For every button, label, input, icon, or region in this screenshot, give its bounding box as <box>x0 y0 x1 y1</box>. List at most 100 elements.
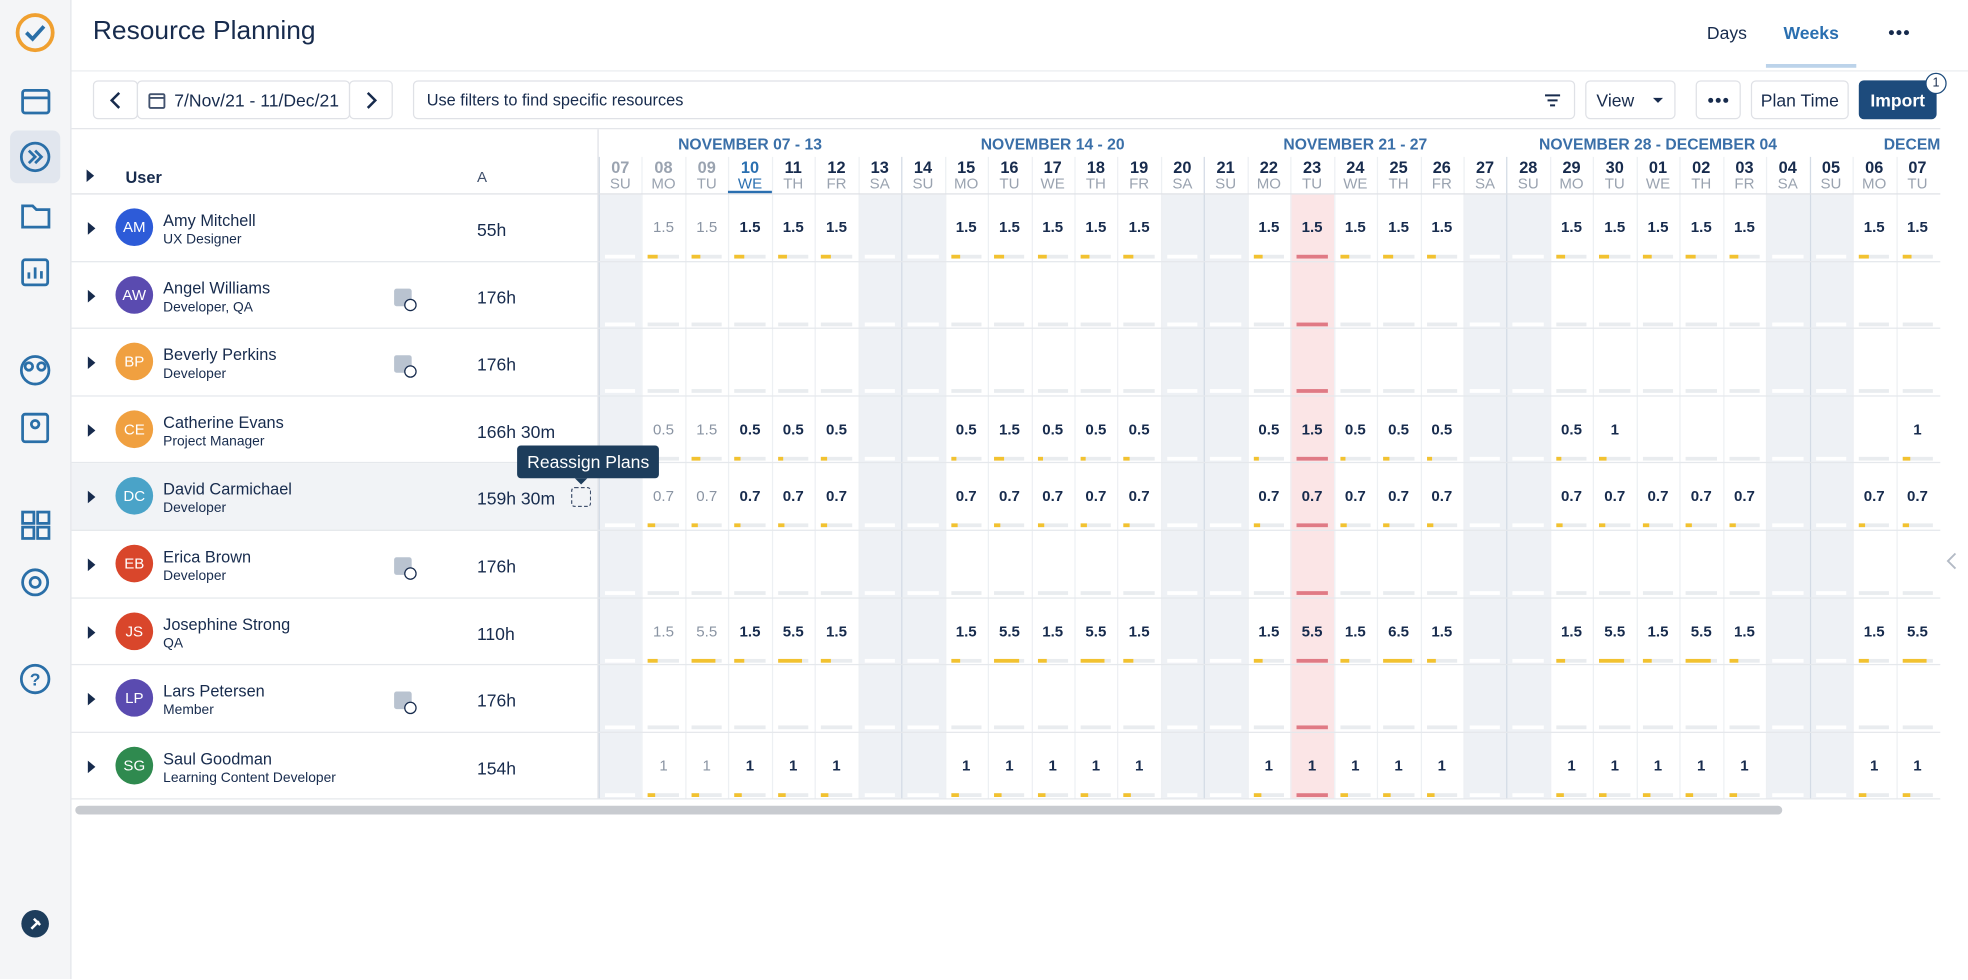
cell-value[interactable]: 5.5 <box>1690 622 1712 640</box>
cell-value[interactable]: 0.7 <box>1647 487 1669 506</box>
row-expand[interactable] <box>87 222 96 235</box>
cell-value[interactable]: 0.7 <box>1301 487 1323 506</box>
cell-value[interactable]: 1.5 <box>782 218 804 236</box>
cell-value[interactable]: 1.5 <box>1647 218 1669 236</box>
cell-value[interactable]: 1 <box>745 756 755 775</box>
cell-value[interactable]: 1.5 <box>1128 622 1150 640</box>
cell-value[interactable]: 1 <box>1307 756 1317 775</box>
tab-active[interactable]: Weeks <box>1783 22 1839 43</box>
cell-value[interactable]: 0.7 <box>1042 487 1064 506</box>
cell-value[interactable]: 1.5 <box>1258 218 1280 236</box>
tab[interactable]: Days <box>1706 22 1747 43</box>
user-name[interactable]: David Carmichael <box>163 479 292 499</box>
cell-value[interactable]: 1.5 <box>998 420 1020 438</box>
filter-input[interactable]: Use filters to find specific resources <box>412 80 1576 120</box>
cell-value[interactable]: 1 <box>1437 756 1447 775</box>
cell-value[interactable]: 0.7 <box>696 487 718 506</box>
cell-value[interactable]: 0.5 <box>739 420 761 438</box>
user-name[interactable]: Erica Brown <box>163 547 252 567</box>
cell-value[interactable]: 0.7 <box>1863 487 1885 506</box>
cell-value[interactable]: 1.5 <box>955 622 977 640</box>
cell-value[interactable]: 1 <box>702 756 711 775</box>
cell-value[interactable]: 1.5 <box>1647 622 1669 640</box>
cell-value[interactable]: 1 <box>1351 756 1360 775</box>
cell-value[interactable]: 0.5 <box>1388 420 1410 438</box>
cell-value[interactable]: 1.5 <box>826 622 847 640</box>
cell-value[interactable]: 1 <box>1610 756 1619 775</box>
cell-value[interactable]: 0.7 <box>1604 487 1626 506</box>
cell-value[interactable]: 1.5 <box>653 622 674 640</box>
cell-value[interactable]: 1 <box>961 756 971 775</box>
cell-value[interactable]: 0.5 <box>782 420 804 438</box>
user-name[interactable]: Lars Petersen <box>163 681 265 701</box>
more-actions-button[interactable] <box>1695 80 1741 120</box>
cell-value[interactable]: 1 <box>1610 420 1619 438</box>
cell-value[interactable]: 0.5 <box>1128 420 1150 438</box>
reassign-icon[interactable] <box>571 487 592 508</box>
cell-value[interactable]: 0.5 <box>1258 420 1280 438</box>
cell-value[interactable]: 1.5 <box>1431 622 1453 640</box>
cell-value[interactable]: 0.7 <box>782 487 804 506</box>
cell-value[interactable]: 5.5 <box>998 622 1020 640</box>
row-expand[interactable] <box>87 289 96 302</box>
cell-value[interactable]: 1.5 <box>1301 420 1323 438</box>
cell-value[interactable]: 0.5 <box>1561 420 1582 438</box>
cell-value[interactable]: 1.5 <box>696 420 718 438</box>
user-name[interactable]: Beverly Perkins <box>163 345 277 365</box>
cell-value[interactable]: 1.5 <box>1733 218 1755 236</box>
cell-value[interactable]: 1.5 <box>1042 218 1064 236</box>
cell-value[interactable]: 1.5 <box>1906 218 1928 236</box>
cell-value[interactable]: 5.5 <box>1604 622 1626 640</box>
cell-value[interactable]: 1 <box>1134 756 1144 775</box>
import-button[interactable]: Import <box>1858 80 1937 120</box>
date-range-button[interactable]: 7/Nov/21 - 11/Dec/21 <box>136 80 351 120</box>
cell-value[interactable]: 0.7 <box>955 487 977 506</box>
cell-value[interactable]: 5.5 <box>1906 622 1928 640</box>
cell-value[interactable]: 5.5 <box>1085 622 1107 640</box>
cell-value[interactable]: 1 <box>1740 756 1749 775</box>
cell-value[interactable]: 1.5 <box>653 218 674 236</box>
cell-value[interactable]: 1 <box>789 756 798 775</box>
cell-value[interactable]: 1 <box>1870 756 1879 775</box>
cell-value[interactable]: 5.5 <box>782 622 804 640</box>
cell-value[interactable]: 1.5 <box>1733 622 1755 640</box>
cell-value[interactable]: 0.7 <box>1690 487 1712 506</box>
expand-all[interactable] <box>86 169 95 182</box>
row-expand[interactable] <box>87 693 96 706</box>
more-button[interactable] <box>1885 25 1915 40</box>
cell-value[interactable]: 0.7 <box>1128 487 1150 506</box>
cell-value[interactable]: 0.7 <box>739 487 761 506</box>
cell-value[interactable]: 0.7 <box>1258 487 1280 506</box>
row-expand[interactable] <box>87 625 96 639</box>
cell-value[interactable]: 1.5 <box>1863 622 1885 640</box>
cell-value[interactable]: 1.5 <box>1042 622 1064 640</box>
cell-value[interactable]: 0.5 <box>1085 420 1107 438</box>
cell-value[interactable]: 0.5 <box>826 420 847 438</box>
cell-value[interactable]: 1 <box>1264 756 1274 775</box>
prev-button[interactable] <box>92 80 139 120</box>
cell-value[interactable]: 1 <box>1653 756 1663 775</box>
cell-value[interactable]: 1 <box>1913 420 1922 438</box>
user-name[interactable]: Saul Goodman <box>163 749 273 768</box>
cell-value[interactable]: 1 <box>1913 756 1922 775</box>
scrollbar[interactable] <box>75 805 1783 815</box>
cell-value[interactable]: 0.7 <box>826 487 847 506</box>
cell-value[interactable]: 1 <box>1394 756 1403 775</box>
cell-value[interactable]: 0.7 <box>1085 487 1107 506</box>
cell-value[interactable]: 1.5 <box>739 622 761 640</box>
cell-value[interactable]: 5.5 <box>1301 622 1323 640</box>
cell-value[interactable]: 1.5 <box>696 218 718 236</box>
cell-value[interactable]: 1.5 <box>1258 622 1280 640</box>
view-button[interactable]: View <box>1585 80 1676 120</box>
cell-value[interactable]: 1.5 <box>1344 622 1366 640</box>
row-expand[interactable] <box>87 491 96 504</box>
user-name[interactable]: Josephine Strong <box>163 614 291 634</box>
cell-value[interactable]: 1.5 <box>1604 218 1626 236</box>
cell-value[interactable]: 5.5 <box>696 622 718 640</box>
cell-value[interactable]: 1.5 <box>739 218 761 236</box>
cell-value[interactable]: 0.7 <box>998 487 1020 506</box>
cell-value[interactable]: 1 <box>1005 756 1014 775</box>
cell-value[interactable]: 0.5 <box>1431 420 1453 438</box>
row-expand[interactable] <box>87 760 96 773</box>
user-name[interactable]: Catherine Evans <box>163 412 284 432</box>
